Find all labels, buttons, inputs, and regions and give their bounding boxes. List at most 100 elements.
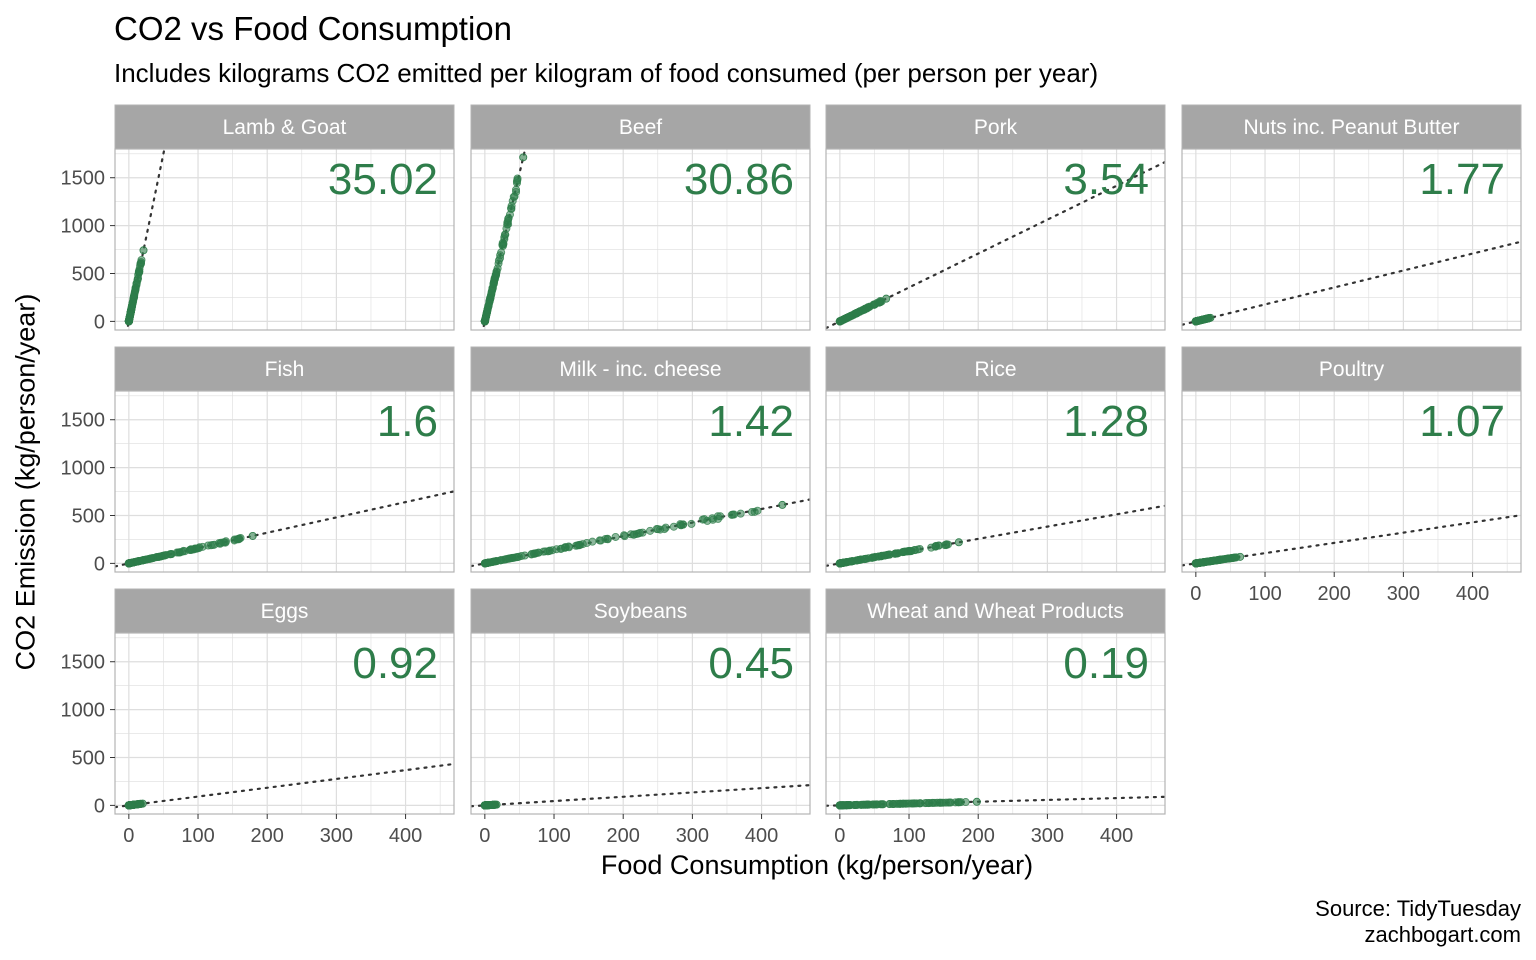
facet-panel: Wheat and Wheat Products 0.19 0 100 200 300 40… (825, 588, 1166, 847)
data-point (687, 519, 696, 528)
facet-strip (114, 346, 455, 392)
x-tick-label: 400 (1456, 583, 1489, 605)
data-point (942, 540, 951, 549)
data-point (909, 799, 918, 808)
data-point (508, 196, 517, 205)
facet-panel: Lamb & Goat 35.02 0 500 1000 1500 (61, 104, 455, 333)
data-point (158, 552, 167, 561)
coefficient-label: 1.07 (1419, 397, 1505, 446)
panel-border (114, 148, 455, 331)
panel-background (471, 633, 810, 814)
x-tick-label: 200 (607, 825, 640, 847)
data-point (875, 298, 884, 307)
fit-line (471, 784, 810, 808)
caption-source: Source: TidyTuesday (1315, 896, 1521, 921)
grid (115, 149, 454, 330)
data-point (879, 800, 888, 809)
y-tick-label: 1000 (61, 216, 106, 238)
data-point (972, 797, 981, 806)
data-point (248, 531, 257, 540)
fit-line-group (471, 784, 810, 808)
x-tick-label: 200 (251, 825, 284, 847)
data-point (552, 545, 561, 554)
grid (471, 633, 810, 814)
data-point (894, 799, 903, 808)
data-point (620, 531, 629, 540)
facet-panel: Pork 3.54 (825, 104, 1166, 331)
y-tick-label: 1500 (61, 410, 106, 432)
data-point (146, 554, 155, 563)
facet-strip-label: Pork (974, 116, 1018, 139)
coefficient-label: 30.86 (684, 155, 794, 204)
data-point (611, 532, 620, 541)
x-tick-label: 300 (320, 825, 353, 847)
data-point (753, 506, 762, 515)
data-point (527, 550, 536, 559)
data-point (961, 798, 970, 807)
facet-strip (470, 346, 811, 392)
facet-strip (114, 588, 455, 634)
data-point (860, 555, 869, 564)
data-point (517, 552, 526, 561)
facet-panel: Nuts inc. Peanut Butter 1.77 (1181, 104, 1522, 331)
points (480, 153, 528, 326)
coefficient-label: 0.45 (708, 639, 794, 688)
caption-site: zachbogart.com (1364, 922, 1521, 947)
grid (115, 391, 454, 572)
facet-panel: Milk - inc. cheese 1.42 (470, 346, 811, 573)
y-tick-label: 1500 (61, 168, 106, 190)
x-tick-label: 400 (389, 825, 422, 847)
data-point (857, 800, 866, 809)
data-point (708, 514, 717, 523)
grid (471, 149, 810, 330)
facet-strip-label: Milk - inc. cheese (559, 358, 721, 381)
panel-background (115, 391, 454, 572)
data-point (508, 553, 517, 562)
x-tick-label: 400 (745, 825, 778, 847)
y-tick-label: 0 (94, 795, 105, 817)
data-point (534, 548, 543, 557)
chart-title: CO2 vs Food Consumption (114, 10, 513, 47)
data-point (646, 526, 655, 535)
y-tick-label: 1000 (61, 458, 106, 480)
data-point (836, 801, 845, 810)
data-point (630, 530, 639, 539)
facet-strip-label: Poultry (1319, 358, 1385, 381)
panel-border (825, 632, 1166, 815)
panel-border (1181, 390, 1522, 573)
facet-strip (1181, 346, 1522, 392)
fit-line-group (115, 762, 454, 809)
points (1191, 552, 1245, 568)
data-point (214, 539, 223, 548)
panel-background (1182, 391, 1521, 572)
data-point (496, 556, 505, 565)
x-tick-label: 0 (123, 825, 134, 847)
data-point (1194, 316, 1203, 325)
data-point (503, 216, 512, 225)
panel-background (115, 633, 454, 814)
data-point (907, 547, 916, 556)
fit-line-group (1182, 240, 1521, 326)
x-tick-label: 400 (1100, 825, 1133, 847)
grid (115, 633, 454, 814)
facet-strip (470, 588, 811, 634)
data-point (480, 801, 489, 810)
data-point (845, 312, 854, 321)
data-point (125, 559, 134, 568)
facet-panel: Soybeans 0.45 0 100 200 300 400 (470, 588, 811, 847)
coefficient-label: 1.28 (1063, 397, 1149, 446)
grid (1182, 391, 1521, 572)
grid (826, 149, 1165, 330)
data-point (482, 559, 491, 568)
panel-background (471, 149, 810, 330)
facet-strip-label: Soybeans (594, 600, 687, 623)
facet-strip (114, 104, 455, 150)
coefficient-label: 1.42 (708, 397, 794, 446)
data-point (846, 801, 855, 810)
points (480, 800, 501, 810)
facet-strip-label: Wheat and Wheat Products (867, 600, 1124, 623)
data-point (1206, 313, 1215, 322)
panel-border (470, 632, 811, 815)
facet-panel: Fish 1.6 0 500 1000 1500 (61, 346, 455, 575)
